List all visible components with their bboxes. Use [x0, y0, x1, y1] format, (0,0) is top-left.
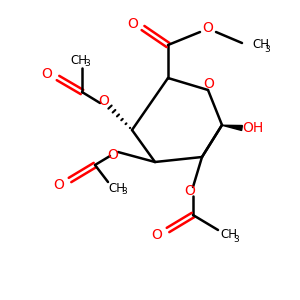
Text: CH: CH [220, 229, 237, 242]
Text: 3: 3 [233, 235, 239, 244]
Text: O: O [99, 94, 110, 108]
Text: O: O [184, 184, 195, 198]
Text: 3: 3 [121, 188, 127, 196]
Text: O: O [42, 67, 52, 81]
Text: CH: CH [108, 182, 125, 194]
Text: O: O [152, 228, 162, 242]
Text: 3: 3 [264, 44, 270, 53]
Text: 3: 3 [84, 59, 90, 68]
Text: CH: CH [70, 53, 87, 67]
Polygon shape [222, 125, 242, 130]
Text: CH: CH [252, 38, 269, 52]
Text: OH: OH [242, 121, 264, 135]
Text: O: O [128, 17, 138, 31]
Text: O: O [54, 178, 64, 192]
Text: O: O [202, 21, 213, 35]
Text: O: O [108, 148, 118, 162]
Text: O: O [204, 77, 214, 91]
